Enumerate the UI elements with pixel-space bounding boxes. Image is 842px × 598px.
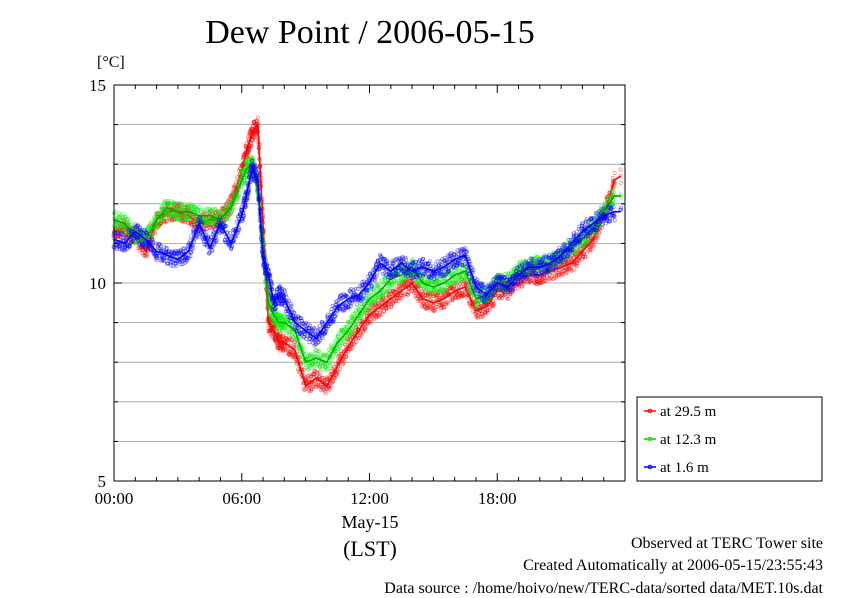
- data-point: [198, 205, 201, 208]
- data-point: [619, 181, 622, 184]
- data-point: [240, 189, 243, 192]
- data-point: [613, 171, 616, 174]
- data-point: [619, 168, 622, 171]
- series-0: [112, 116, 622, 395]
- series-layer: [112, 116, 623, 395]
- data-point: [256, 116, 259, 119]
- data-point: [594, 240, 597, 243]
